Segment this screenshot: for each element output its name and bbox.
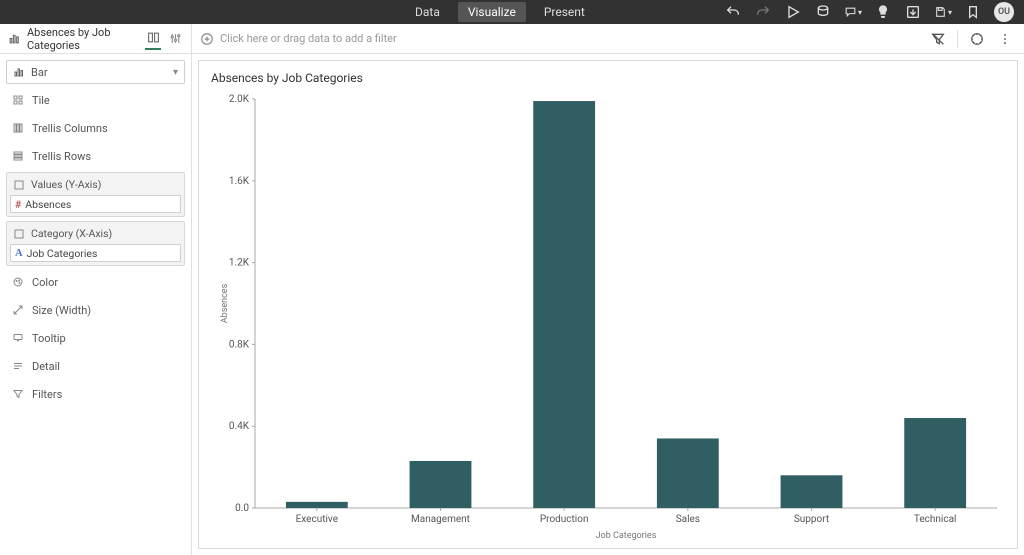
well-detail[interactable]: Detail	[6, 354, 185, 378]
trellis-cols-label: Trellis Columns	[32, 122, 108, 135]
measure-icon: #	[15, 198, 21, 211]
category-head-label: Category (X-Axis)	[31, 227, 112, 240]
top-actions: ▾ ▾ OU	[724, 2, 1024, 22]
well-values-y[interactable]: Values (Y-Axis) # Absences	[6, 172, 185, 217]
trellis-rows-label: Trellis Rows	[32, 150, 91, 163]
svg-text:0.8K: 0.8K	[229, 339, 250, 350]
top-bar: Data Visualize Present ▾ ▾ OU	[0, 0, 1024, 24]
well-tooltip[interactable]: Tooltip	[6, 326, 185, 350]
axis-y-icon	[13, 179, 25, 191]
svg-text:Absences: Absences	[220, 283, 230, 323]
redo-icon[interactable]	[754, 3, 772, 21]
tab-visualize[interactable]: Visualize	[458, 2, 526, 22]
bar-icon	[13, 66, 25, 78]
auto-insights-icon[interactable]	[968, 30, 986, 48]
bookmark-icon[interactable]	[964, 3, 982, 21]
undo-icon[interactable]	[724, 3, 742, 21]
svg-text:1.6K: 1.6K	[229, 176, 250, 187]
visualization-canvas[interactable]: Absences by Job Categories 0.0 0.4K 0.8K 1.…	[198, 60, 1018, 549]
pill-absences-label: Absences	[25, 198, 71, 211]
filter-bar[interactable]: Click here or drag data to add a filter	[192, 32, 929, 46]
grammar-panel-icon[interactable]	[145, 28, 161, 50]
tab-present[interactable]: Present	[534, 2, 595, 22]
insights-icon[interactable]	[874, 3, 892, 21]
well-tile[interactable]: Tile	[6, 88, 185, 112]
tile-icon	[12, 94, 24, 106]
chart-title: Absences by Job Categories	[211, 71, 1005, 85]
canvas-title[interactable]: Absences by Job Categories	[27, 26, 145, 52]
svg-text:Job Categories: Job Categories	[596, 531, 657, 541]
filters-label: Filters	[32, 388, 62, 401]
color-label: Color	[32, 276, 58, 289]
svg-text:Support: Support	[794, 514, 829, 525]
refresh-data-icon[interactable]	[814, 3, 832, 21]
attribute-icon: A	[15, 248, 23, 259]
grammar-panel: Bar ▾ Tile Trellis Columns Trellis Rows …	[0, 54, 192, 555]
palette-icon	[12, 276, 24, 288]
toggle-filter-icon[interactable]	[929, 30, 947, 48]
canvas-actions	[929, 30, 1024, 48]
svg-text:Management: Management	[411, 514, 470, 525]
well-trellis-columns[interactable]: Trellis Columns	[6, 116, 185, 140]
pill-absences[interactable]: # Absences	[10, 195, 181, 213]
canvas-area: Absences by Job Categories 0.0 0.4K 0.8K 1.…	[192, 54, 1024, 555]
tab-data[interactable]: Data	[405, 2, 450, 22]
svg-text:0.4K: 0.4K	[229, 421, 250, 432]
size-label: Size (Width)	[32, 304, 91, 317]
separator	[957, 30, 958, 48]
detail-label: Detail	[32, 360, 60, 373]
preview-icon[interactable]	[784, 3, 802, 21]
svg-text:1.2K: 1.2K	[229, 258, 250, 269]
viz-type-label: Bar	[31, 66, 173, 79]
svg-text:0.0: 0.0	[235, 503, 249, 514]
settings-panel-icon[interactable]	[167, 28, 183, 50]
detail-icon	[12, 360, 24, 372]
pill-job-categories[interactable]: A Job Categories	[10, 244, 181, 262]
filter-placeholder: Click here or drag data to add a filter	[220, 32, 397, 45]
canvas-name-area: Absences by Job Categories	[0, 24, 192, 53]
svg-text:Technical: Technical	[914, 514, 957, 525]
svg-text:2.0K: 2.0K	[229, 94, 250, 105]
svg-text:Sales: Sales	[676, 514, 700, 525]
well-trellis-rows[interactable]: Trellis Rows	[6, 144, 185, 168]
comments-icon[interactable]: ▾	[844, 3, 862, 21]
sub-header: Absences by Job Categories Click here or…	[0, 24, 1024, 54]
canvas-menu-icon[interactable]	[996, 30, 1014, 48]
size-icon	[12, 304, 24, 316]
tooltip-label: Tooltip	[32, 332, 66, 345]
bar-chart: 0.0 0.4K 0.8K 1.2K 1.6K 2.0K Executive Manageme…	[219, 93, 1005, 542]
columns-icon	[12, 122, 24, 134]
filter-icon	[12, 388, 24, 400]
well-category-x[interactable]: Category (X-Axis) A Job Categories	[6, 221, 185, 266]
chevron-down-icon: ▾	[173, 67, 178, 78]
workspace: Bar ▾ Tile Trellis Columns Trellis Rows …	[0, 54, 1024, 555]
svg-text:Production: Production	[540, 514, 589, 525]
svg-text:Executive: Executive	[296, 514, 338, 525]
well-size[interactable]: Size (Width)	[6, 298, 185, 322]
bar-chart-icon	[8, 32, 21, 45]
well-filters[interactable]: Filters	[6, 382, 185, 406]
chart-plot: 0.0 0.4K 0.8K 1.2K 1.6K 2.0K Executive Manageme…	[219, 93, 1005, 542]
viz-type-select[interactable]: Bar ▾	[6, 60, 185, 84]
values-head-label: Values (Y-Axis)	[31, 178, 101, 191]
user-avatar[interactable]: OU	[994, 2, 1014, 22]
tile-label: Tile	[32, 94, 50, 107]
pill-category-label: Job Categories	[27, 247, 98, 260]
well-color[interactable]: Color	[6, 270, 185, 294]
rows-icon	[12, 150, 24, 162]
tooltip-icon	[12, 332, 24, 344]
save-icon[interactable]: ▾	[934, 3, 952, 21]
add-filter-icon	[200, 32, 214, 46]
mode-tabs: Data Visualize Present	[405, 2, 595, 22]
axis-x-icon	[13, 228, 25, 240]
export-icon[interactable]	[904, 3, 922, 21]
